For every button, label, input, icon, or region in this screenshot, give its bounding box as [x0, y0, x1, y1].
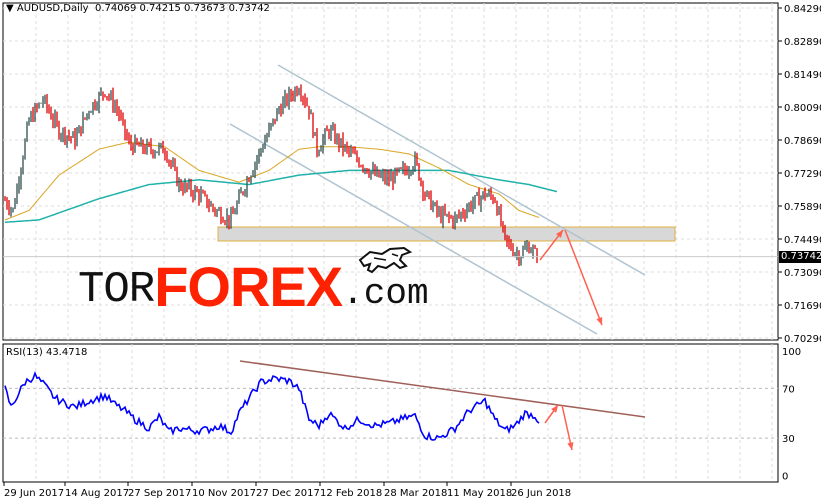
logo-tor: TOR: [78, 265, 155, 315]
rsi-axis-label: 0: [782, 472, 788, 483]
rsi-panel-frame: [2, 343, 779, 483]
time-axis-label: 10 Nov 2017: [192, 488, 256, 499]
time-axis-label: 14 Aug 2017: [65, 488, 129, 499]
support-zone: [217, 226, 676, 242]
time-axis-label: 27 Sep 2017: [128, 488, 191, 499]
channel-lower-line[interactable]: [229, 123, 598, 335]
rsi-arrow-down-head: [567, 442, 574, 450]
current-price-label: 0.73742: [779, 251, 821, 263]
ohlc-values: 0.74069 0.74215 0.73673 0.73742: [94, 3, 270, 14]
rsi-header: RSI(13) 43.4718: [6, 347, 88, 358]
chart-header: ▼ AUDUSD,Daily 0.74069 0.74215 0.73673 0…: [6, 3, 270, 14]
rsi-axis-label: 100: [782, 347, 801, 358]
moving-average-slow: [4, 169, 558, 224]
torforex-logo: TOR FOREX .com: [78, 246, 429, 318]
logo-com: .com: [342, 273, 429, 314]
logo-com-wrap: .com: [342, 246, 429, 314]
channel-upper-line[interactable]: [277, 64, 646, 276]
rsi-axis-label: 30: [782, 434, 795, 445]
triangle-down-icon[interactable]: ▼: [6, 3, 14, 14]
rsi-line: [4, 370, 540, 441]
time-axis-label: 11 May 2018: [447, 488, 512, 499]
forecast-arrow-down-head: [596, 317, 603, 325]
rsi-trendline[interactable]: [239, 360, 646, 418]
rsi-axis-label: 70: [782, 384, 795, 395]
time-axis-label: 27 Dec 2017: [256, 488, 320, 499]
bull-icon: [358, 246, 413, 274]
rsi-arrow-down: [561, 404, 573, 451]
moving-average-fast: [4, 141, 540, 221]
forecast-arrow-down: [564, 229, 603, 326]
symbol-title: AUDUSD,Daily: [16, 3, 89, 14]
main-chart-frame: [2, 2, 779, 341]
time-axis-label: 26 Jun 2018: [511, 488, 571, 499]
rsi-arrow-up-head: [551, 405, 558, 413]
price-axis-label: 0.70290: [784, 334, 821, 345]
logo-forex: FOREX: [154, 254, 343, 318]
forecast-arrow-up-head: [556, 230, 563, 238]
time-axis-label: 28 Mar 2018: [384, 488, 447, 499]
time-axis-label: 12 Feb 2018: [320, 488, 382, 499]
time-axis-label: 29 Jun 2017: [4, 488, 64, 499]
